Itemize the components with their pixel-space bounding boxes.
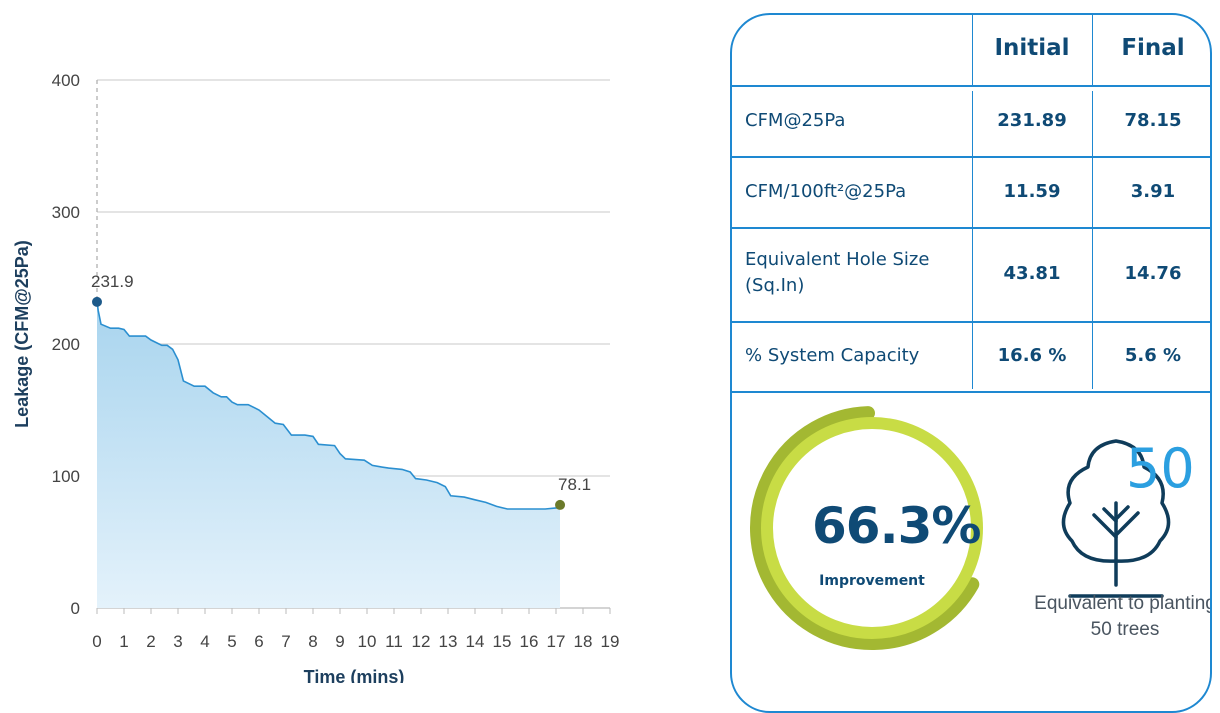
column-divider xyxy=(972,15,973,85)
final-value: 3.91 xyxy=(1130,181,1176,202)
results-panel: Initial Final CFM@25Pa 231.89 78.15 CFM/… xyxy=(730,13,1212,713)
improvement-label: Improvement xyxy=(819,573,925,589)
y-tick-label: 100 xyxy=(52,467,80,486)
x-tick-label: 10 xyxy=(358,632,377,651)
initial-value: 43.81 xyxy=(1003,263,1061,284)
y-tick-label: 200 xyxy=(52,335,80,354)
y-tick-label: 400 xyxy=(52,71,80,90)
final-value: 78.15 xyxy=(1124,110,1182,131)
x-tick-label: 7 xyxy=(281,632,290,651)
row-label: % System Capacity xyxy=(745,345,920,366)
initial-value: 231.89 xyxy=(997,110,1067,131)
gauge-outer-arc xyxy=(750,406,980,651)
row-label: Equivalent Hole Size (Sq.In) xyxy=(745,249,930,296)
column-divider xyxy=(1092,15,1093,85)
row-label: CFM@25Pa xyxy=(745,110,846,131)
improvement-percent: 66.3% xyxy=(812,497,981,555)
leakage-area xyxy=(97,301,560,608)
x-tick-label: 11 xyxy=(385,632,403,651)
table-row: CFM@25Pa 231.89 78.15 xyxy=(732,87,1210,156)
start-point xyxy=(92,296,102,307)
leakage-line xyxy=(96,301,561,510)
row-divider xyxy=(732,391,1210,393)
row-divider xyxy=(732,156,1210,158)
x-tick-label: 3 xyxy=(173,632,182,651)
y-tick-label: 300 xyxy=(52,203,80,222)
x-tick-label: 14 xyxy=(466,632,485,651)
x-tick-label: 13 xyxy=(439,632,458,651)
x-tick-label: 19 xyxy=(601,632,620,651)
column-divider xyxy=(972,91,973,389)
x-tick-label: 16 xyxy=(520,632,539,651)
header-final: Final xyxy=(1121,35,1185,61)
x-tick-label: 9 xyxy=(335,632,344,651)
row-divider xyxy=(732,85,1210,87)
tree-count: 50 xyxy=(1126,437,1195,500)
y-tick-label: 0 xyxy=(71,599,80,618)
end-point xyxy=(555,499,566,510)
x-tick-label: 5 xyxy=(227,632,236,651)
row-label: CFM/100ft²@25Pa xyxy=(745,181,907,202)
x-tick-label: 18 xyxy=(574,632,593,651)
final-value: 14.76 xyxy=(1124,263,1182,284)
x-tick-label: 6 xyxy=(254,632,263,651)
gauge-inner-ring xyxy=(761,417,983,639)
x-tick-label: 12 xyxy=(412,632,431,651)
tree-icon xyxy=(1061,439,1171,598)
improvement-gauge: 50 xyxy=(750,406,1195,651)
column-divider xyxy=(1092,91,1093,389)
final-value: 5.6 % xyxy=(1124,345,1182,366)
x-axis-label: Time (mins) xyxy=(304,667,405,683)
x-tick-label: 2 xyxy=(146,632,155,651)
initial-value: 11.59 xyxy=(1003,181,1061,202)
trees-caption: Equivalent to planting 50 trees xyxy=(1034,593,1212,640)
x-tick-label: 15 xyxy=(493,632,512,651)
x-tick-label: 0 xyxy=(92,632,101,651)
x-tick-label: 4 xyxy=(200,632,209,651)
x-tick-label: 17 xyxy=(547,632,566,651)
row-divider xyxy=(732,321,1210,323)
row-divider xyxy=(732,227,1210,229)
end-value-label: 78.1 xyxy=(558,475,591,494)
y-axis-label: Leakage (CFM@25Pa) xyxy=(12,240,32,428)
initial-value: 16.6 % xyxy=(997,345,1067,366)
x-tick-label: 8 xyxy=(308,632,317,651)
table-row: % System Capacity 16.6 % 5.6 % xyxy=(732,323,1210,391)
x-tick-label: 1 xyxy=(119,632,128,651)
start-value-label: 231.9 xyxy=(91,272,134,291)
table-row: CFM/100ft²@25Pa 11.59 3.91 xyxy=(732,158,1210,227)
table-row: Equivalent Hole Size (Sq.In) 43.81 14.76 xyxy=(732,229,1210,321)
header-initial: Initial xyxy=(994,35,1070,61)
